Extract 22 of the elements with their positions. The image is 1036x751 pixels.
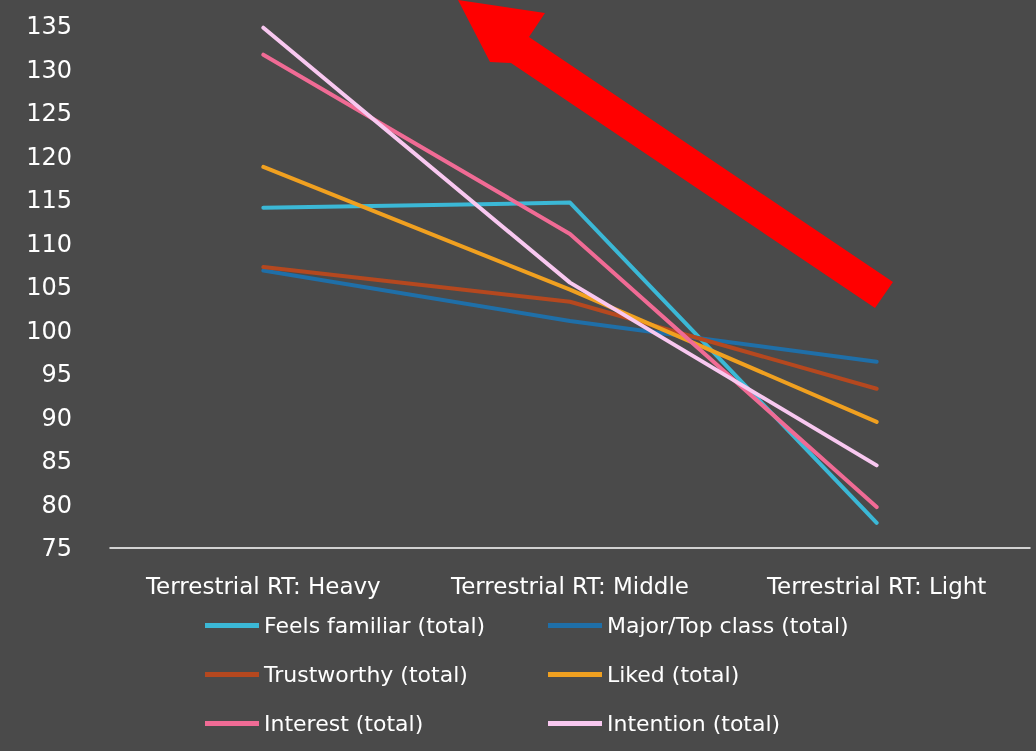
y-tick-label: 125 bbox=[26, 99, 72, 127]
y-tick-label: 130 bbox=[26, 55, 72, 84]
x-tick-label: Terrestrial RT: Heavy bbox=[144, 572, 381, 599]
y-tick-label: 80 bbox=[41, 490, 72, 519]
legend-label: Major/Top class (total) bbox=[607, 613, 849, 638]
x-tick-label: Terrestrial RT: Middle bbox=[450, 572, 689, 599]
y-tick-label: 75 bbox=[41, 534, 72, 562]
y-tick-label: 90 bbox=[41, 403, 72, 432]
legend-label: Liked (total) bbox=[607, 662, 740, 687]
y-tick-label: 85 bbox=[41, 447, 72, 475]
y-tick-label: 115 bbox=[26, 186, 72, 214]
y-tick-label: 120 bbox=[26, 142, 72, 171]
legend-label: Intention (total) bbox=[607, 711, 781, 736]
y-tick-label: 110 bbox=[26, 229, 72, 258]
y-tick-label: 95 bbox=[41, 360, 72, 388]
legend-label: Trustworthy (total) bbox=[263, 662, 468, 687]
y-tick-label: 135 bbox=[26, 12, 72, 40]
x-tick-label: Terrestrial RT: Light bbox=[765, 572, 987, 599]
legend-label: Interest (total) bbox=[264, 711, 424, 736]
legend-label: Feels familiar (total) bbox=[264, 613, 486, 638]
y-tick-label: 105 bbox=[26, 273, 72, 301]
y-tick-label: 100 bbox=[26, 316, 72, 345]
